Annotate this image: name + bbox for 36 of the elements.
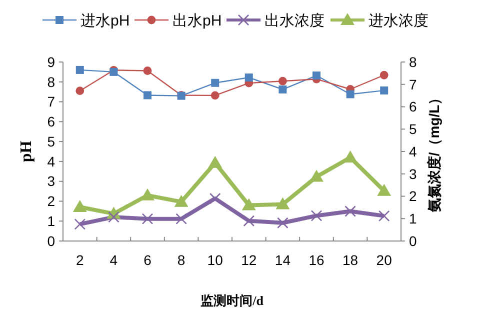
y2-tick-label: 1 xyxy=(409,210,417,227)
y-tick-label: 5 xyxy=(47,133,56,150)
x-axis-title: 监测时间/d xyxy=(200,293,264,308)
legend-label: 出水浓度 xyxy=(264,12,324,30)
y-tick-label: 6 xyxy=(47,114,56,130)
y2-axis-title: 氨氮浓度/（mg/L） xyxy=(426,90,442,214)
x-tick-label: 16 xyxy=(308,252,324,268)
x-tick-label: 18 xyxy=(342,252,358,268)
x-tick-label: 10 xyxy=(207,252,224,268)
x-tick-label: 8 xyxy=(177,252,186,268)
legend-label: 进水浓度 xyxy=(368,12,428,30)
y-tick-label: 3 xyxy=(47,173,56,190)
y2-tick-label: 5 xyxy=(409,121,417,138)
x-tick-label: 20 xyxy=(376,252,392,268)
y-tick-label: 2 xyxy=(47,193,56,210)
y-tick-label: 8 xyxy=(47,74,56,90)
y-tick-label: 7 xyxy=(47,94,56,110)
y-axis-title: pH xyxy=(18,140,35,162)
x-tick-label: 14 xyxy=(274,252,291,268)
y2-tick-label: 7 xyxy=(409,76,417,92)
y2-tick-label: 2 xyxy=(409,188,417,204)
x-tick-label: 12 xyxy=(241,252,257,268)
x-tick-label: 6 xyxy=(144,252,152,268)
y-tick-label: 0 xyxy=(47,232,56,249)
legend-label: 进水pH xyxy=(80,12,130,30)
y2-tick-label: 0 xyxy=(409,232,417,249)
x-tick-label: 4 xyxy=(110,252,118,268)
y-tick-label: 4 xyxy=(47,153,56,170)
y-tick-label: 9 xyxy=(47,54,56,70)
y2-tick-label: 8 xyxy=(409,54,417,70)
y2-tick-label: 3 xyxy=(409,166,417,182)
x-tick-label: 2 xyxy=(76,252,84,268)
y2-tick-label: 4 xyxy=(409,143,417,160)
y2-tick-label: 6 xyxy=(409,98,417,115)
legend-label: 出水pH xyxy=(172,12,222,30)
y-tick-label: 1 xyxy=(47,213,56,230)
